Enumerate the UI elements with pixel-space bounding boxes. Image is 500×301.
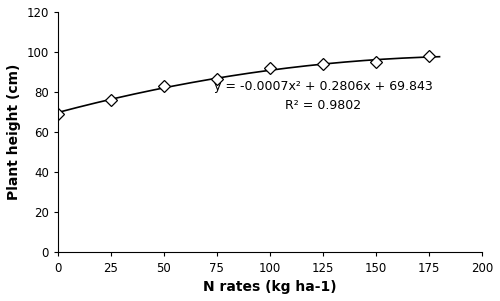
X-axis label: N rates (kg ha-1): N rates (kg ha-1): [203, 280, 336, 294]
Y-axis label: Plant height (cm): Plant height (cm): [7, 64, 21, 200]
Text: y = -0.0007x² + 0.2806x + 69.843
R² = 0.9802: y = -0.0007x² + 0.2806x + 69.843 R² = 0.…: [214, 80, 432, 112]
